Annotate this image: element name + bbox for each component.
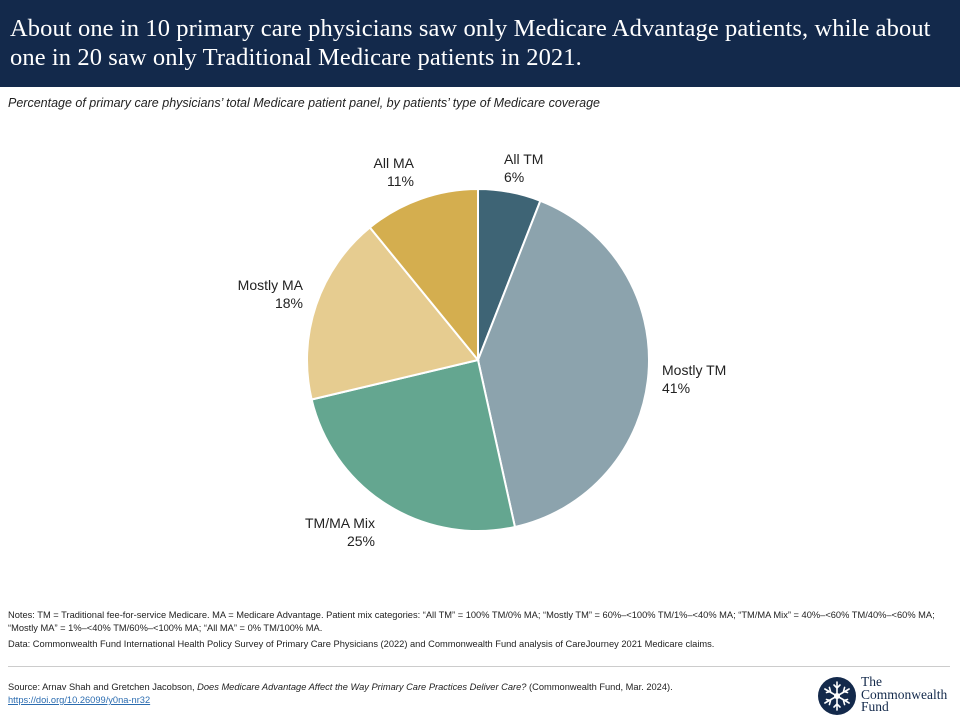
slice-value-mostly-tm: 41% <box>662 380 690 396</box>
divider <box>8 666 950 667</box>
notes-section: Notes: TM = Traditional fee-for-service … <box>8 609 943 654</box>
slice-value-all-tm: 6% <box>504 169 524 185</box>
notes-text: Notes: TM = Traditional fee-for-service … <box>8 610 935 633</box>
commonwealth-fund-logo: The Commonwealth Fund <box>817 674 957 716</box>
source-section: Source: Arnav Shah and Gretchen Jacobson… <box>8 681 798 707</box>
header-banner: About one in 10 primary care physicians … <box>0 0 960 87</box>
source-suffix: (Commonwealth Fund, Mar. 2024). <box>526 682 673 692</box>
slice-value-tm-ma-mix: 25% <box>347 533 375 549</box>
slice-label-mostly-tm: Mostly TM <box>662 362 726 378</box>
source-prefix: Source: Arnav Shah and Gretchen Jacobson… <box>8 682 198 692</box>
source-title: Does Medicare Advantage Affect the Way P… <box>197 682 527 692</box>
page-title: About one in 10 primary care physicians … <box>10 15 931 71</box>
data-text: Data: Commonwealth Fund International He… <box>8 639 715 649</box>
slice-label-mostly-ma: Mostly MA <box>238 277 304 293</box>
logo-line-3: Fund <box>861 699 889 714</box>
snowflake-icon <box>818 677 856 715</box>
slice-value-mostly-ma: 18% <box>275 295 303 311</box>
slice-label-all-ma: All MA <box>374 155 415 171</box>
logo-line-2: Commonwealth <box>861 686 948 702</box>
pie-slice-mostly-tm <box>476 199 650 529</box>
slice-label-tm-ma-mix: TM/MA Mix <box>305 515 375 531</box>
pie-slice-all-ma <box>368 187 479 363</box>
pie-slice-mostly-ma <box>306 226 480 401</box>
chart-subtitle: Percentage of primary care physicians’ t… <box>8 96 600 110</box>
logo-line-1: The <box>861 674 882 689</box>
pie-slice-tm-ma-mix <box>310 358 517 532</box>
logo-wordmark: The Commonwealth Fund <box>861 674 948 714</box>
pie-chart: All TM 6% Mostly TM 41% TM/MA Mix 25% Mostly M… <box>238 151 727 549</box>
slice-value-all-ma: 11% <box>387 173 414 189</box>
slice-label-all-tm: All TM <box>504 151 543 167</box>
source-link[interactable]: https://doi.org/10.26099/y0na-nr32 <box>8 695 151 705</box>
